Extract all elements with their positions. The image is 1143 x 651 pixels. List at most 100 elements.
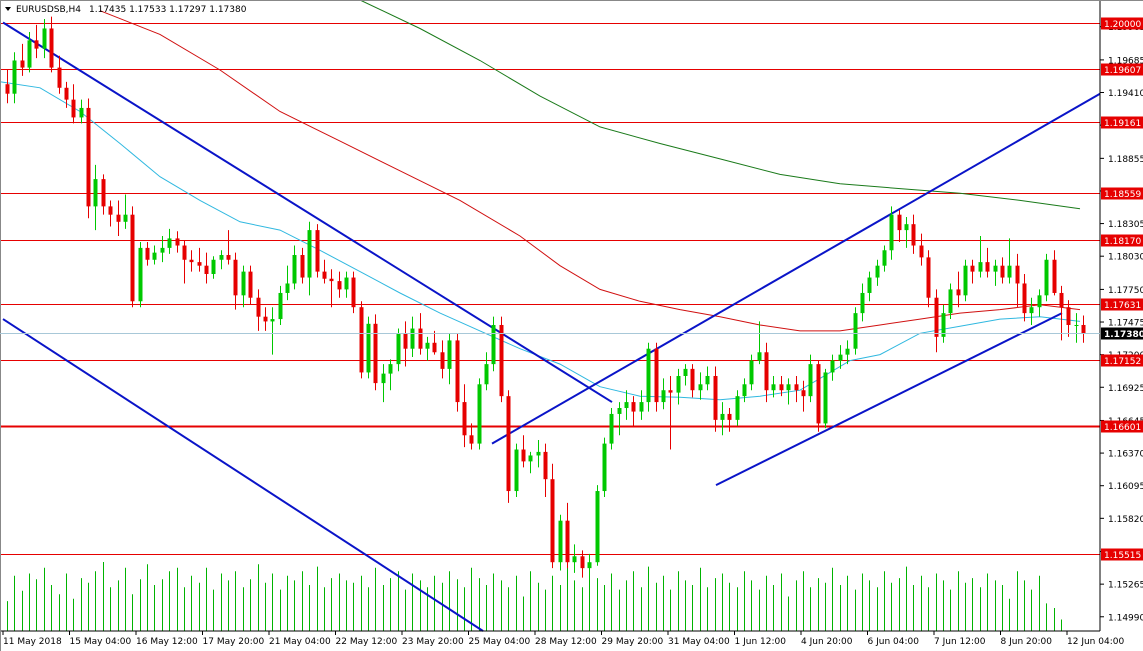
time-tick-label: 21 May 04:00 xyxy=(269,637,331,647)
candle-body xyxy=(138,247,143,302)
ma-fast-line xyxy=(0,81,1081,401)
volume-bars xyxy=(7,562,1062,631)
candle-body xyxy=(668,390,673,393)
time-tick-label: 4 Jun 20:00 xyxy=(801,637,853,647)
time-tick-label: 8 Jun 20:00 xyxy=(1001,637,1053,647)
candle-body xyxy=(477,384,482,444)
time-tick-label: 12 Jun 04:00 xyxy=(1067,637,1124,647)
candle-body xyxy=(484,364,489,385)
time-tick-label: 28 May 12:00 xyxy=(535,637,597,647)
level-label: 1.16601 xyxy=(1104,423,1141,433)
candle-body xyxy=(514,449,519,492)
candle-body xyxy=(934,297,939,337)
trendline-1[interactable] xyxy=(2,21,613,403)
candle-body xyxy=(1059,292,1064,308)
candle-body xyxy=(948,289,953,314)
level-label-box xyxy=(1101,17,1143,30)
candle-body xyxy=(506,396,511,492)
candle-body xyxy=(42,28,47,49)
level-label-box xyxy=(1101,116,1143,129)
candle-body xyxy=(322,271,327,279)
candle-body xyxy=(1029,307,1034,314)
trendline-3[interactable] xyxy=(491,92,1101,445)
candle-body xyxy=(175,238,180,246)
candle-body xyxy=(713,375,718,420)
candle-body xyxy=(373,323,378,384)
candle-body xyxy=(757,352,762,361)
level-label: 1.18559 xyxy=(1104,190,1141,200)
candle-body xyxy=(801,390,806,397)
symbol-label: EURUSDSB,H4 xyxy=(16,5,81,15)
candle-body xyxy=(985,262,990,272)
candle-body xyxy=(418,328,423,349)
candle-body xyxy=(1044,259,1049,296)
time-tick-label: 25 May 04:00 xyxy=(469,637,531,647)
candle-body xyxy=(425,342,430,349)
candle-body xyxy=(882,250,887,266)
candle-body xyxy=(845,348,850,355)
trendline-4[interactable] xyxy=(715,312,1063,487)
candle-body xyxy=(145,247,150,260)
price-tick-label: 1.16095 xyxy=(1108,482,1143,492)
candles xyxy=(5,16,1086,580)
price-tick-label: 1.19410 xyxy=(1108,89,1143,99)
current-price-label: 1.17380 xyxy=(1104,330,1143,340)
ma-mid-line xyxy=(99,10,1081,332)
level-label: 1.17631 xyxy=(1104,301,1141,311)
candle-body xyxy=(462,402,467,436)
time-tick-label: 17 May 20:00 xyxy=(203,637,265,647)
candle-body xyxy=(20,60,25,68)
time-tick-label: 15 May 04:00 xyxy=(70,637,132,647)
candle-body xyxy=(1066,307,1071,325)
candle-body xyxy=(108,206,113,215)
candle-body xyxy=(838,354,843,361)
candle-body xyxy=(396,333,401,365)
candle-body xyxy=(197,262,202,266)
candle-body xyxy=(963,265,968,296)
candle-body xyxy=(167,238,172,248)
candle-body xyxy=(34,40,39,49)
price-tick-label: 1.18305 xyxy=(1108,220,1143,230)
candle-body xyxy=(889,214,894,251)
candle-body xyxy=(683,368,688,376)
candle-body xyxy=(860,292,865,314)
candle-body xyxy=(256,297,261,317)
candle-body xyxy=(1052,259,1057,293)
time-tick-label: 22 May 12:00 xyxy=(336,637,398,647)
price-tick-label: 1.15820 xyxy=(1108,515,1143,525)
price-tick-label: 1.17475 xyxy=(1108,319,1143,329)
candle-body xyxy=(676,375,681,393)
level-label-box xyxy=(1101,548,1143,561)
candle-body xyxy=(204,265,209,274)
candle-body xyxy=(123,214,128,222)
candle-body xyxy=(403,333,408,349)
candle-body xyxy=(5,84,10,94)
candle-body xyxy=(248,271,253,298)
candle-body xyxy=(521,449,526,462)
candle-body xyxy=(359,307,364,373)
trendlines[interactable] xyxy=(2,21,1101,632)
candle-body xyxy=(285,283,290,293)
candle-body xyxy=(970,265,975,272)
candle-body xyxy=(300,255,305,278)
current-price-marker: 1.17380 xyxy=(0,327,1143,340)
candle-body xyxy=(1037,295,1042,308)
candle-body xyxy=(79,107,84,118)
triangle-down-icon[interactable] xyxy=(5,7,11,11)
level-label-box xyxy=(1101,234,1143,247)
candle-body xyxy=(1015,265,1020,284)
candle-body xyxy=(307,230,312,278)
price-tick-label: 1.15265 xyxy=(1108,581,1143,591)
trendline-2[interactable] xyxy=(2,318,484,632)
candle-body xyxy=(595,491,600,563)
candle-body xyxy=(786,384,791,391)
candle-body xyxy=(447,340,452,369)
candle-body xyxy=(270,319,275,322)
candle-body xyxy=(491,324,496,365)
candle-body xyxy=(978,262,983,272)
candle-body xyxy=(101,179,106,207)
